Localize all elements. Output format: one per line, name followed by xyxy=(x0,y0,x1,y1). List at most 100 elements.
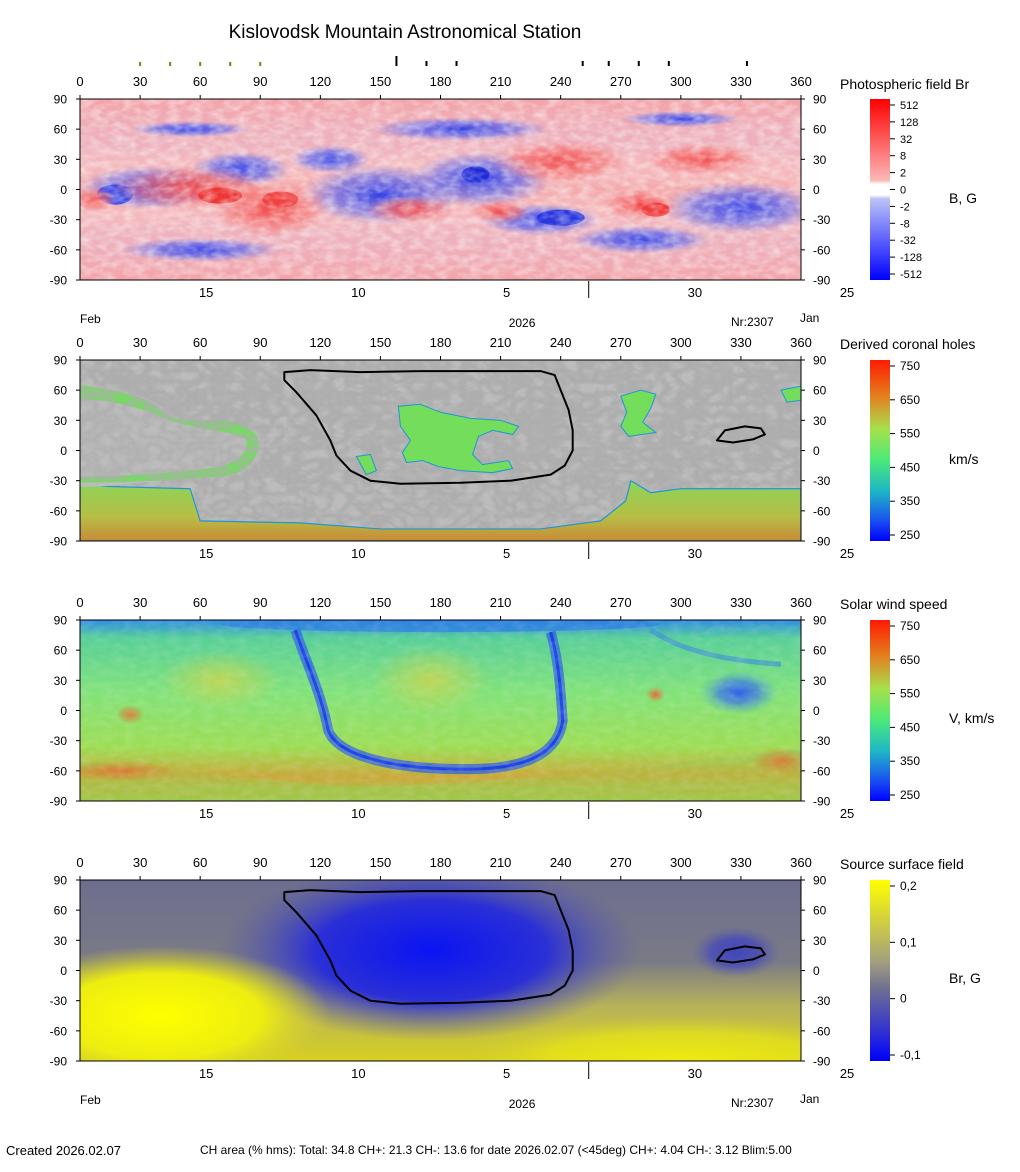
x-tick-label: 270 xyxy=(610,74,632,89)
x-tick-label: 120 xyxy=(309,855,331,870)
x-tick-label: 120 xyxy=(309,595,331,610)
date-tick-label: 5 xyxy=(503,285,510,300)
y-tick-label-right: 90 xyxy=(813,93,827,107)
y-tick-label: 90 xyxy=(54,93,68,107)
month-label-right: Jan xyxy=(800,1092,819,1106)
y-tick-label: -90 xyxy=(50,1055,68,1069)
y-tick-label-right: -90 xyxy=(813,1055,831,1069)
y-tick-label-right: 0 xyxy=(813,183,820,197)
x-tick-label: 330 xyxy=(730,855,752,870)
y-tick-label: -60 xyxy=(50,243,68,257)
colorbar-tick-label: -128 xyxy=(900,252,922,264)
y-tick-label: 90 xyxy=(54,874,68,888)
date-tick-label: 30 xyxy=(688,546,702,561)
y-tick-label: -30 xyxy=(50,213,68,227)
neutral-line-contour xyxy=(715,425,766,444)
x-tick-label: 270 xyxy=(610,595,632,610)
y-tick-label: 30 xyxy=(54,934,68,948)
rotation-label: Nr:2307 xyxy=(731,1096,774,1110)
x-tick-label: 0 xyxy=(76,335,83,350)
colorbar-tick-label: 350 xyxy=(900,754,920,768)
y-tick-label: 60 xyxy=(54,384,68,398)
month-label-right: Jan xyxy=(800,311,819,325)
colorbar-tick-label: 550 xyxy=(900,427,920,441)
x-tick-label: 180 xyxy=(430,335,452,350)
y-tick-label: -90 xyxy=(50,274,68,288)
rotation-label: Nr:2307 xyxy=(731,315,774,329)
y-tick-label-right: -60 xyxy=(813,504,831,518)
colorbar-tick-label: 450 xyxy=(900,720,920,734)
date-tick-label: 10 xyxy=(351,546,365,561)
solar-wind-map xyxy=(80,620,801,801)
panel-title: Derived coronal holes xyxy=(840,336,975,352)
colorbar-tick-label: -8 xyxy=(900,218,910,230)
neutral-line-contour xyxy=(715,945,766,964)
date-tick-label: 25 xyxy=(840,806,854,821)
colorbar-tick-label: 512 xyxy=(900,100,918,112)
panel-title: Source surface field xyxy=(840,856,964,872)
x-tick-label: 0 xyxy=(76,855,83,870)
x-tick-label: 240 xyxy=(550,855,572,870)
x-tick-label: 30 xyxy=(133,74,147,89)
colorbar-tick-label: 750 xyxy=(900,619,920,633)
y-tick-label: -90 xyxy=(50,795,68,809)
y-tick-label-right: -30 xyxy=(813,994,831,1008)
colorbar-tick-label: 2 xyxy=(900,168,906,180)
y-tick-label: 0 xyxy=(60,704,67,718)
y-tick-label: -60 xyxy=(50,504,68,518)
x-tick-label: 300 xyxy=(670,335,692,350)
date-tick-label: 25 xyxy=(840,546,854,561)
date-tick-label: 15 xyxy=(199,546,213,561)
y-tick-label: -30 xyxy=(50,474,68,488)
colorbar-tick-label: 0 xyxy=(900,992,907,1006)
panel-source-surface-field: Source surface field Br, G xyxy=(79,856,981,1062)
date-tick-label: 5 xyxy=(503,546,510,561)
x-tick-label: 90 xyxy=(253,335,267,350)
x-tick-label: 210 xyxy=(490,855,512,870)
year-label: 2026 xyxy=(509,316,536,330)
colorbar-tick-label: 0,2 xyxy=(900,879,917,893)
x-tick-label: 120 xyxy=(309,74,331,89)
coronal-holes-map xyxy=(80,360,801,541)
x-tick-label: 240 xyxy=(550,595,572,610)
colorbar-tick-label: 250 xyxy=(900,788,920,802)
figure-title: Kislovodsk Mountain Astronomical Station xyxy=(229,22,582,43)
date-tick-label: 10 xyxy=(351,806,365,821)
y-tick-label: -60 xyxy=(50,1024,68,1038)
y-tick-label-right: -90 xyxy=(813,274,831,288)
x-tick-label: 60 xyxy=(193,74,207,89)
y-tick-label: -90 xyxy=(50,535,68,549)
x-tick-label: 360 xyxy=(790,74,812,89)
colorbar-tick-label: 0 xyxy=(900,185,906,197)
x-tick-label: 30 xyxy=(133,855,147,870)
x-tick-label: 210 xyxy=(490,595,512,610)
colorbar-tick-label: 650 xyxy=(900,393,920,407)
colorbar-tick-label: 250 xyxy=(900,528,920,542)
y-tick-label-right: -60 xyxy=(813,243,831,257)
date-tick-label: 15 xyxy=(199,806,213,821)
year-label: 2026 xyxy=(509,1097,536,1111)
x-tick-label: 150 xyxy=(370,595,392,610)
x-tick-label: 270 xyxy=(610,855,632,870)
y-tick-label-right: -30 xyxy=(813,213,831,227)
y-tick-label-right: -90 xyxy=(813,795,831,809)
y-tick-label-right: -60 xyxy=(813,764,831,778)
coronal-hole-stats: CH area (% hms): Total: 34.8 CH+: 21.3 C… xyxy=(200,1143,792,1157)
colorbar-tick-label: -512 xyxy=(900,269,922,281)
x-tick-label: 90 xyxy=(253,855,267,870)
y-tick-label-right: 90 xyxy=(813,874,827,888)
y-tick-label: 60 xyxy=(54,123,68,137)
panel-coronal-holes: Derived coronal holes km/s xyxy=(79,336,979,542)
y-tick-label-right: 30 xyxy=(813,674,827,688)
y-tick-label: 0 xyxy=(60,183,67,197)
date-tick-label: 10 xyxy=(351,285,365,300)
x-tick-label: 150 xyxy=(370,74,392,89)
x-tick-label: 210 xyxy=(490,74,512,89)
x-tick-label: 90 xyxy=(253,595,267,610)
y-tick-label-right: 60 xyxy=(813,123,827,137)
x-tick-label: 330 xyxy=(730,74,752,89)
colorbar-tick-label: -2 xyxy=(900,201,910,213)
x-tick-label: 270 xyxy=(610,335,632,350)
y-tick-label: 30 xyxy=(54,674,68,688)
